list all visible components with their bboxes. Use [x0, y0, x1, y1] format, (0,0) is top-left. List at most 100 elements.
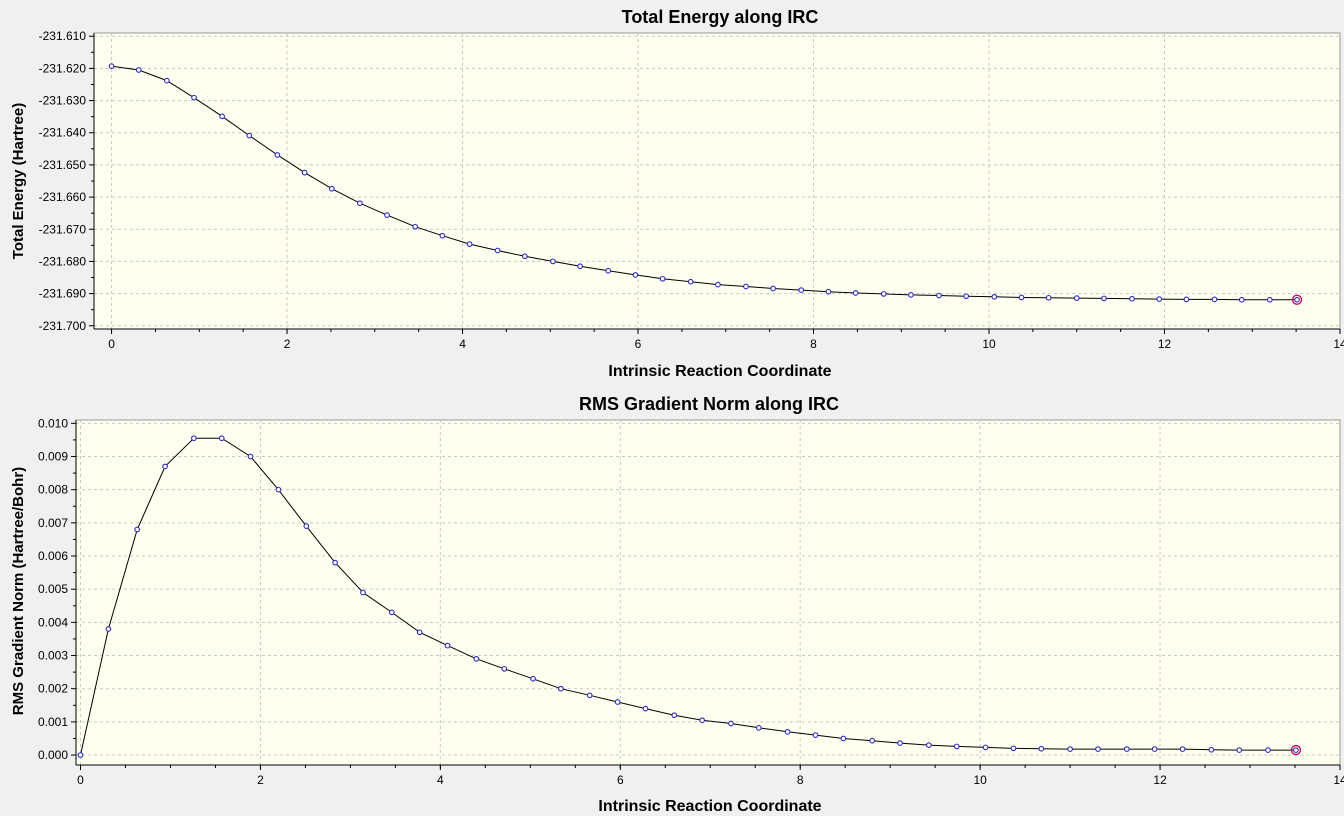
data-point [388, 609, 395, 616]
data-point [77, 752, 84, 758]
y-tick-label: 0.004 [38, 615, 68, 629]
y-tick-label: 0.008 [38, 483, 68, 497]
x-tick-label: 8 [810, 337, 817, 351]
y-tick-label: 0.010 [38, 416, 68, 430]
data-point [246, 132, 253, 139]
data-point [728, 720, 734, 727]
data-point [473, 655, 480, 662]
data-point [1123, 746, 1130, 752]
data-point [632, 272, 639, 278]
data-point [614, 699, 621, 705]
x-tick-label: 8 [797, 773, 804, 787]
data-point [384, 212, 390, 218]
data-series [108, 63, 1303, 305]
x-axis-label: Intrinsic Reaction Coordinate [608, 363, 831, 380]
data-point [1129, 295, 1135, 302]
chart-title: Total Energy along IRC [622, 7, 819, 27]
data-point [840, 735, 847, 742]
data-point [1238, 296, 1245, 303]
y-tick-label: -231.640 [39, 126, 87, 140]
data-point [1211, 296, 1218, 303]
x-tick-label: 2 [257, 773, 264, 787]
data-point [1179, 746, 1186, 752]
data-point [134, 526, 141, 533]
data-point [1045, 294, 1052, 301]
x-tick-label: 6 [635, 337, 642, 351]
chart-title: RMS Gradient Norm along IRC [579, 394, 839, 414]
series-line [80, 437, 1296, 756]
data-point [880, 291, 887, 297]
data-point [1151, 746, 1158, 752]
data-point [755, 724, 762, 731]
data-point [1183, 296, 1190, 303]
y-tick-label: 0.005 [38, 582, 68, 596]
data-point [439, 232, 446, 239]
data-point [577, 263, 583, 270]
y-tick-label: 0.009 [38, 449, 68, 463]
data-point [275, 486, 282, 493]
data-point [715, 281, 721, 288]
x-tick-label: 10 [982, 337, 996, 351]
data-point [897, 740, 903, 746]
series-line [111, 65, 1297, 301]
current-point-marker[interactable] [1291, 294, 1303, 305]
data-point [530, 675, 536, 682]
x-tick-label: 2 [284, 337, 291, 351]
x-tick-label: 4 [437, 773, 444, 787]
data-point [357, 200, 363, 207]
data-point [852, 290, 859, 296]
data-point [501, 665, 508, 672]
y-tick-label: 0.002 [38, 682, 68, 696]
x-tick-label: 14 [1333, 773, 1344, 787]
data-point [412, 223, 419, 230]
grid-lines [94, 33, 1340, 329]
data-point [301, 169, 308, 176]
data-point [360, 589, 366, 596]
data-point [1236, 747, 1243, 753]
y-tick-label: -231.670 [39, 222, 87, 236]
x-tick-label: 6 [617, 773, 624, 787]
y-tick-label: -231.630 [39, 94, 87, 108]
x-tick-label: 0 [108, 337, 115, 351]
data-point [521, 253, 528, 260]
x-tick-label: 14 [1333, 337, 1344, 351]
plot-area [75, 419, 1341, 766]
data-point [926, 742, 932, 748]
data-point [328, 185, 335, 192]
data-point [191, 435, 197, 442]
data-point [1018, 294, 1025, 301]
data-point [550, 258, 556, 265]
data-point [586, 692, 593, 699]
y-tick-label: -231.610 [39, 29, 87, 43]
y-tick-label: 0.003 [38, 649, 68, 663]
data-point [963, 293, 970, 300]
data-point [798, 287, 805, 293]
data-point [936, 292, 942, 299]
data-point [953, 743, 960, 750]
y-tick-label: 0.006 [38, 549, 68, 563]
y-tick-label: -231.700 [39, 319, 87, 333]
y-tick-label: 0.007 [38, 516, 68, 530]
x-tick-label: 4 [459, 337, 466, 351]
data-point [1095, 746, 1101, 752]
data-point [1208, 746, 1215, 753]
data-point [105, 626, 112, 632]
data-point [494, 247, 501, 254]
data-point [108, 63, 115, 69]
data-point [687, 278, 694, 285]
data-point [558, 685, 564, 692]
current-point-marker[interactable] [1290, 744, 1302, 756]
data-point [218, 435, 225, 442]
x-tick-label: 12 [1158, 337, 1172, 351]
data-point [1038, 745, 1045, 752]
data-point [982, 744, 989, 751]
data-point [812, 732, 819, 738]
y-tick-label: -231.660 [39, 190, 87, 204]
data-point [135, 67, 142, 73]
x-tick-label: 12 [1153, 773, 1167, 787]
data-point [162, 463, 168, 470]
data-point [466, 241, 473, 247]
data-point [332, 559, 338, 566]
data-point [1156, 296, 1163, 302]
